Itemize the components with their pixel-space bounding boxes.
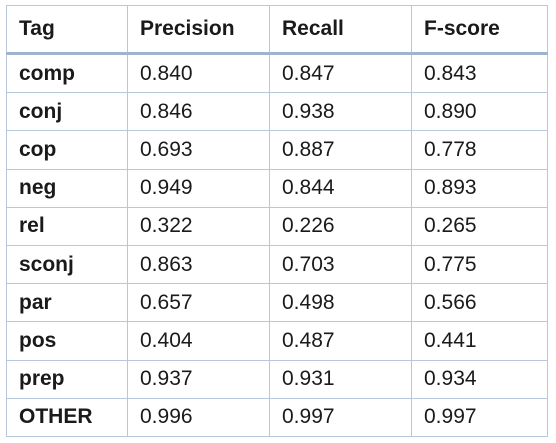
tag-cell: neg <box>6 168 128 208</box>
tag-cell: cop <box>6 130 128 170</box>
tag-cell: comp <box>6 52 128 94</box>
precision-cell: 0.996 <box>127 397 270 437</box>
table-row: conj 0.846 0.938 0.890 <box>6 92 548 132</box>
recall-cell: 0.703 <box>269 244 412 285</box>
table-row: prep 0.937 0.931 0.934 <box>6 359 548 399</box>
tag-cell: conj <box>6 92 128 132</box>
results-table: Tag Precision Recall F-score comp 0.840 … <box>6 5 548 437</box>
recall-cell: 0.226 <box>269 206 412 246</box>
table-row: rel 0.322 0.226 0.265 <box>6 206 548 246</box>
column-header-recall: Recall <box>269 5 412 55</box>
precision-cell: 0.404 <box>127 321 270 361</box>
table-row: par 0.657 0.498 0.566 <box>6 283 548 323</box>
fscore-cell: 0.890 <box>411 92 548 132</box>
fscore-cell: 0.893 <box>411 168 548 208</box>
precision-cell: 0.322 <box>127 206 270 246</box>
column-header-fscore: F-score <box>411 5 548 55</box>
header-row: Tag Precision Recall F-score <box>6 5 548 55</box>
table-row: comp 0.840 0.847 0.843 <box>6 52 548 94</box>
precision-cell: 0.863 <box>127 244 270 285</box>
recall-cell: 0.487 <box>269 321 412 361</box>
fscore-cell: 0.843 <box>411 52 548 94</box>
fscore-cell: 0.934 <box>411 359 548 399</box>
table-row: pos 0.404 0.487 0.441 <box>6 321 548 361</box>
fscore-cell: 0.441 <box>411 321 548 361</box>
tag-cell: par <box>6 283 128 323</box>
tag-cell: prep <box>6 359 128 399</box>
recall-cell: 0.931 <box>269 359 412 399</box>
table-row: neg 0.949 0.844 0.893 <box>6 168 548 208</box>
precision-cell: 0.657 <box>127 283 270 323</box>
table-row: sconj 0.863 0.703 0.775 <box>6 244 548 285</box>
precision-cell: 0.937 <box>127 359 270 399</box>
tag-cell: OTHER <box>6 397 128 437</box>
precision-cell: 0.840 <box>127 52 270 94</box>
precision-cell: 0.846 <box>127 92 270 132</box>
table-row: OTHER 0.996 0.997 0.997 <box>6 397 548 437</box>
precision-cell: 0.949 <box>127 168 270 208</box>
tag-cell: pos <box>6 321 128 361</box>
fscore-cell: 0.778 <box>411 130 548 170</box>
recall-cell: 0.997 <box>269 397 412 437</box>
table-body: comp 0.840 0.847 0.843 conj 0.846 0.938 … <box>6 52 548 437</box>
precision-cell: 0.693 <box>127 130 270 170</box>
tag-cell: sconj <box>6 244 128 285</box>
fscore-cell: 0.265 <box>411 206 548 246</box>
fscore-cell: 0.566 <box>411 283 548 323</box>
recall-cell: 0.844 <box>269 168 412 208</box>
tag-cell: rel <box>6 206 128 246</box>
column-header-precision: Precision <box>127 5 270 55</box>
recall-cell: 0.938 <box>269 92 412 132</box>
fscore-cell: 0.997 <box>411 397 548 437</box>
recall-cell: 0.847 <box>269 52 412 94</box>
recall-cell: 0.887 <box>269 130 412 170</box>
column-header-tag: Tag <box>6 5 128 55</box>
table-row: cop 0.693 0.887 0.778 <box>6 130 548 170</box>
recall-cell: 0.498 <box>269 283 412 323</box>
fscore-cell: 0.775 <box>411 244 548 285</box>
results-table-container: Tag Precision Recall F-score comp 0.840 … <box>6 5 548 437</box>
